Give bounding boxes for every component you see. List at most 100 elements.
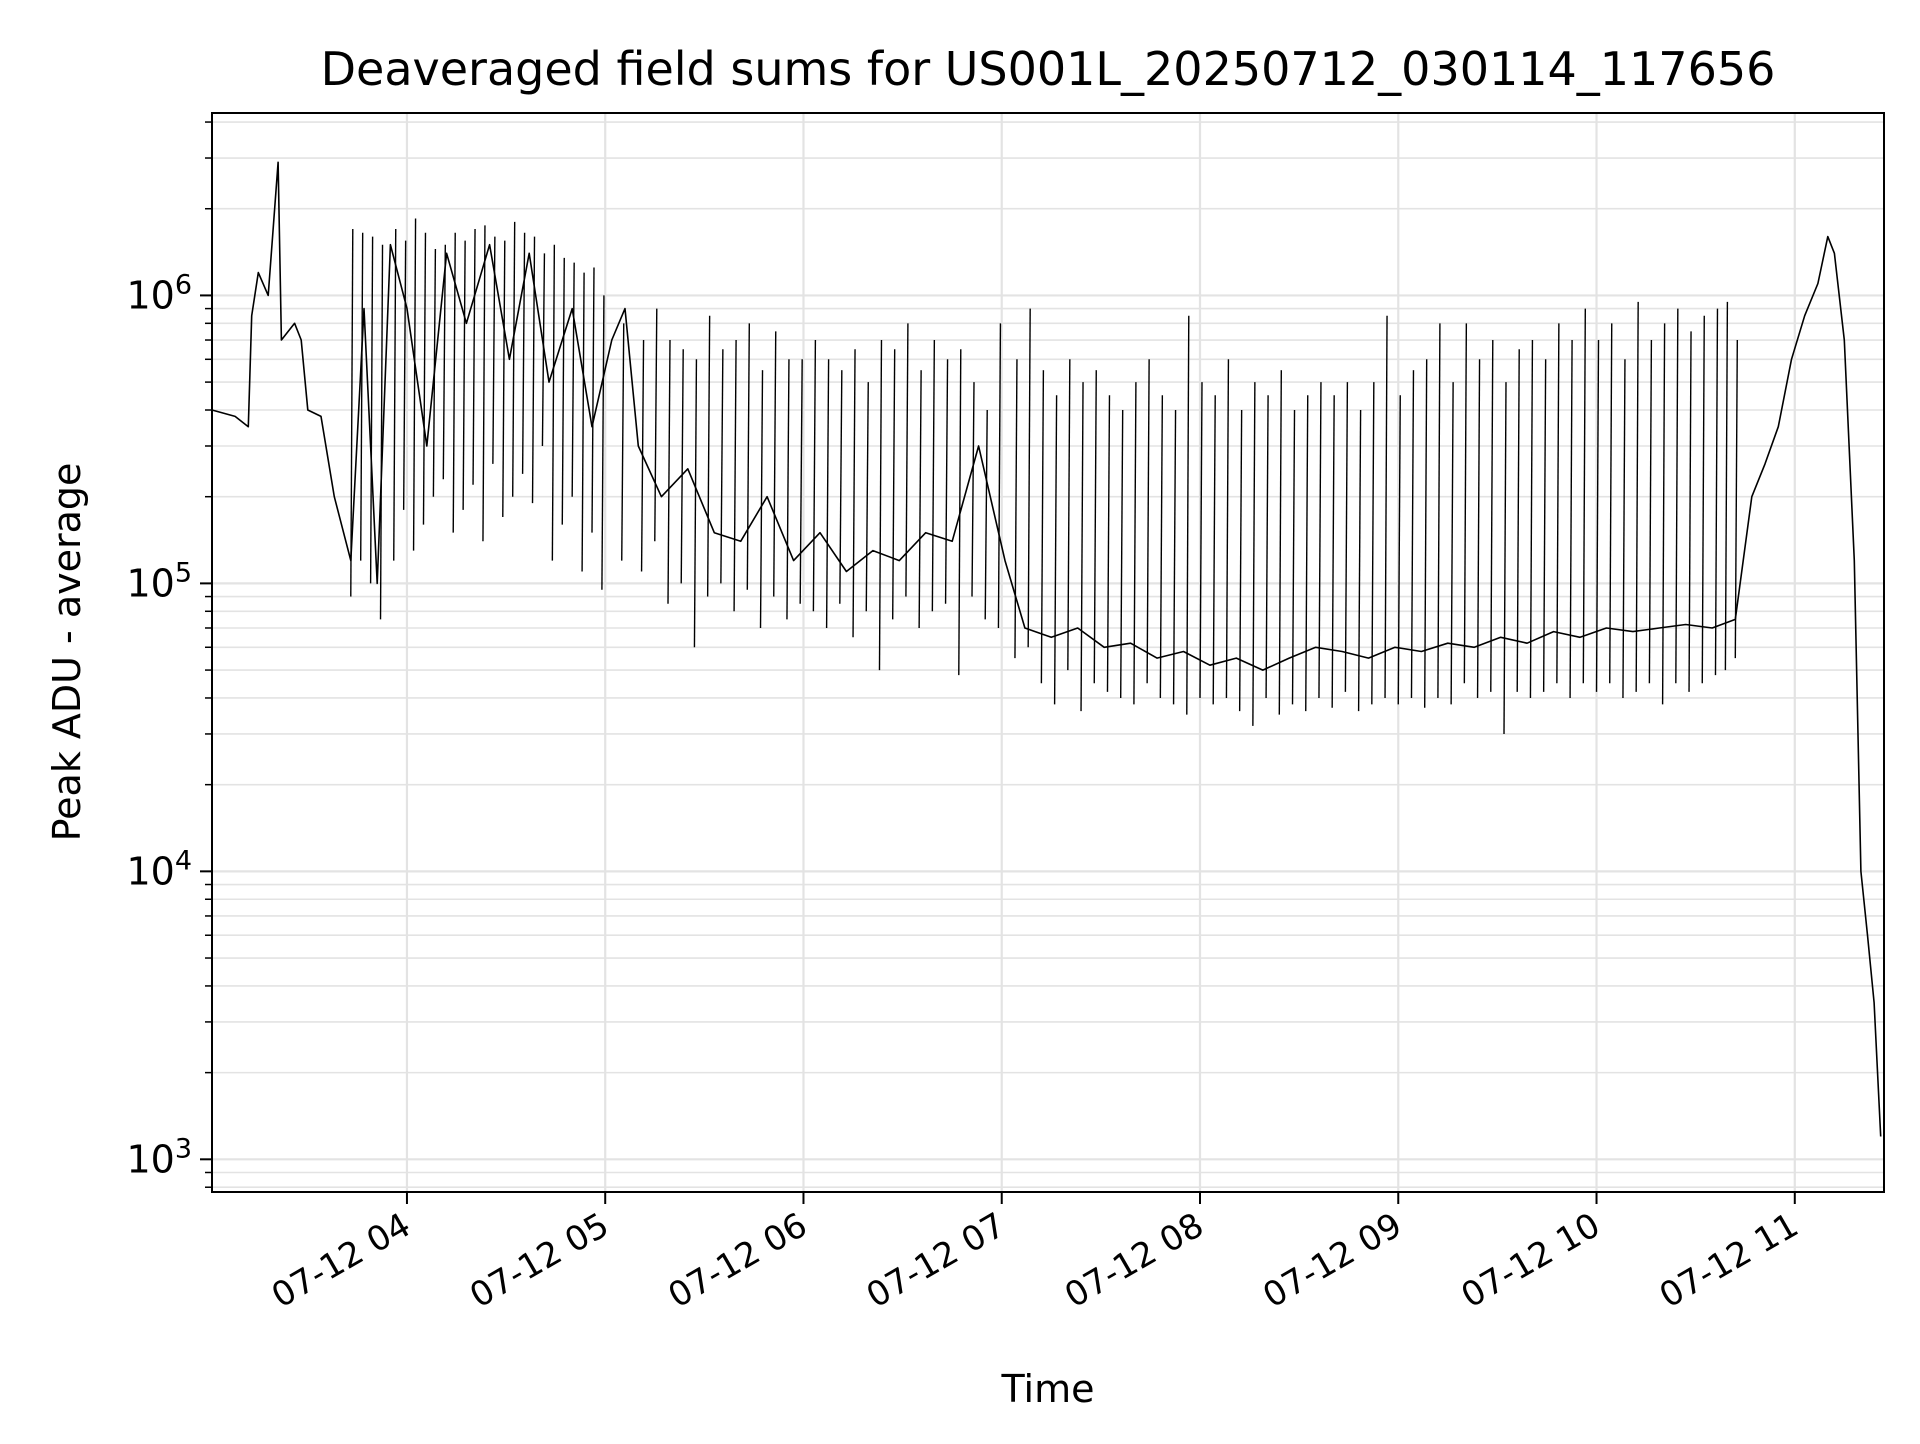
- series-spike: [693, 359, 698, 648]
- series-spike: [379, 244, 384, 620]
- y-tick-label: 103: [126, 1133, 192, 1181]
- series-spike: [1463, 323, 1468, 684]
- series-spike: [865, 382, 869, 612]
- series-spike: [1529, 340, 1534, 698]
- series-spike: [1318, 382, 1322, 698]
- series-spike: [561, 257, 565, 525]
- series-spike: [1595, 340, 1600, 692]
- series-spike: [1609, 323, 1613, 684]
- series-spike: [1437, 323, 1441, 698]
- series-spike: [1146, 359, 1150, 684]
- series-spike: [1701, 315, 1705, 684]
- series-spike: [541, 253, 546, 446]
- series-spike: [1724, 301, 1729, 671]
- series-spike: [452, 232, 456, 533]
- series-spike: [432, 248, 437, 497]
- series-spike: [812, 340, 817, 612]
- series-spike: [640, 340, 645, 572]
- series-spike: [1040, 370, 1045, 684]
- series-spike: [984, 410, 988, 620]
- series-spike: [369, 236, 374, 584]
- series-spike: [1093, 370, 1097, 684]
- grid-layer: [212, 113, 1884, 1192]
- series-spike: [1106, 395, 1111, 692]
- series-spike: [1516, 349, 1520, 692]
- series-spike: [1225, 359, 1230, 698]
- series-spike: [482, 225, 486, 542]
- y-tick-label: 106: [126, 269, 192, 317]
- series-spike: [1278, 370, 1283, 715]
- series-spike: [1423, 359, 1428, 708]
- y-tick-label: 104: [126, 845, 192, 893]
- series-spike: [502, 240, 506, 518]
- series-spike: [1238, 410, 1243, 712]
- series-spike: [1344, 382, 1349, 692]
- series-spike: [891, 349, 896, 620]
- x-axis-label: Time: [1001, 1367, 1095, 1411]
- series-spike: [997, 323, 1002, 628]
- series-spike: [1027, 308, 1031, 648]
- series-spike: [1661, 323, 1666, 705]
- series-spike: [1635, 301, 1639, 692]
- series-spike: [905, 323, 909, 597]
- series-spike: [1476, 359, 1481, 698]
- series-spike: [1490, 340, 1494, 692]
- series-spike: [1450, 382, 1454, 705]
- series-spike: [581, 272, 585, 572]
- plot-frame: [211, 112, 1885, 1193]
- y-tick-label: 105: [126, 557, 192, 605]
- series-spike: [393, 229, 397, 561]
- series-spike: [1397, 395, 1401, 705]
- series-spike: [442, 244, 447, 480]
- series-spike: [1622, 359, 1626, 698]
- series-spike: [1371, 382, 1375, 705]
- series-spike: [918, 370, 922, 628]
- series-spike: [531, 236, 536, 504]
- series-spike: [878, 340, 883, 671]
- series-spike: [1688, 331, 1692, 692]
- series-line: [211, 161, 1882, 1137]
- data-layer: [211, 161, 1882, 1137]
- series-spike: [571, 262, 575, 497]
- series-spike: [1542, 359, 1547, 692]
- series-spike: [601, 295, 605, 590]
- y-axis-label: Peak ADU - average: [45, 463, 89, 842]
- series-spike: [1014, 359, 1018, 659]
- series-spike: [1384, 315, 1388, 698]
- series-spike: [746, 323, 751, 590]
- series-spike: [852, 349, 856, 638]
- series-spike: [733, 340, 737, 612]
- series-spike: [621, 323, 625, 561]
- series-spike: [402, 240, 407, 510]
- series-spike: [1119, 410, 1124, 698]
- series-spike: [931, 340, 936, 612]
- series-spike: [799, 359, 803, 604]
- series-spike: [1212, 395, 1216, 705]
- series-spike: [706, 315, 711, 597]
- series-spike: [492, 236, 496, 464]
- series-spike: [1410, 370, 1415, 698]
- series-spike: [1252, 382, 1256, 726]
- series-spike: [1503, 382, 1507, 734]
- series-spike: [680, 349, 684, 584]
- series-spike: [971, 382, 975, 597]
- series-spike: [667, 340, 671, 604]
- series-spike: [1133, 382, 1137, 705]
- series-spike: [1648, 340, 1653, 684]
- series-spike: [350, 229, 354, 597]
- series-spike: [1331, 395, 1335, 708]
- series-spike: [1291, 410, 1296, 705]
- series-spike: [1714, 308, 1719, 676]
- series-spike: [1734, 340, 1739, 659]
- series-spike: [958, 349, 962, 676]
- series-spike: [773, 331, 777, 597]
- series-spike: [944, 359, 949, 604]
- series-spike: [1053, 395, 1058, 705]
- series-spike: [412, 218, 417, 551]
- series-spike: [591, 267, 595, 533]
- series-spike: [1675, 308, 1679, 684]
- series-spike: [521, 232, 526, 474]
- series-spike: [1305, 395, 1309, 712]
